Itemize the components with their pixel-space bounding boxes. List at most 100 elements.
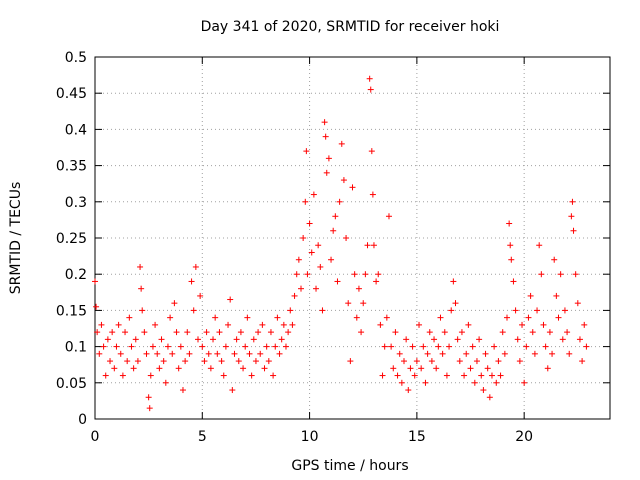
data-point <box>366 75 373 82</box>
data-point <box>240 365 247 372</box>
data-point <box>138 285 145 292</box>
data-point <box>510 278 517 285</box>
data-point <box>104 336 111 343</box>
data-point <box>252 358 259 365</box>
data-point <box>456 358 463 365</box>
data-point <box>435 343 442 350</box>
data-point <box>207 365 214 372</box>
data-point <box>92 278 98 285</box>
data-point <box>413 358 420 365</box>
data-point <box>452 300 459 307</box>
data-point <box>377 321 384 328</box>
data-point <box>322 133 329 140</box>
data-point <box>319 307 326 314</box>
data-point <box>491 343 498 350</box>
data-point <box>261 365 268 372</box>
data-point <box>381 343 388 350</box>
x-tick-label: 15 <box>408 429 426 445</box>
data-point <box>244 314 251 321</box>
data-point <box>488 372 495 379</box>
data-point <box>167 314 174 321</box>
data-point <box>147 372 154 379</box>
data-point <box>220 372 227 379</box>
data-point <box>540 321 547 328</box>
data-point <box>531 350 538 357</box>
data-point <box>190 307 197 314</box>
data-point <box>214 350 221 357</box>
data-point <box>285 329 292 336</box>
data-point <box>192 263 199 270</box>
data-point <box>248 372 255 379</box>
data-point <box>379 372 386 379</box>
data-point <box>388 343 395 350</box>
data-point <box>422 379 429 386</box>
data-point <box>368 148 375 155</box>
data-point <box>536 242 543 249</box>
data-point <box>428 358 435 365</box>
data-point <box>544 365 551 372</box>
data-point <box>473 358 480 365</box>
data-point <box>576 336 583 343</box>
data-point <box>179 387 186 394</box>
data-point <box>141 329 148 336</box>
data-point <box>367 86 374 93</box>
data-point <box>231 350 238 357</box>
data-point <box>407 365 414 372</box>
data-point <box>355 285 362 292</box>
data-point <box>516 358 523 365</box>
data-point <box>521 379 528 386</box>
data-point <box>437 314 444 321</box>
data-point <box>255 329 262 336</box>
data-point <box>152 321 159 328</box>
data-point <box>375 271 382 278</box>
data-point <box>330 227 337 234</box>
data-point <box>579 358 586 365</box>
y-axis-label: SRMTID / TECUs <box>8 182 24 295</box>
data-point <box>156 365 163 372</box>
data-point <box>295 256 302 263</box>
data-point <box>403 336 410 343</box>
data-point <box>549 350 556 357</box>
data-point <box>184 329 191 336</box>
data-point <box>534 307 541 314</box>
data-point <box>315 242 322 249</box>
data-point <box>569 198 576 205</box>
data-point <box>364 242 371 249</box>
data-point <box>353 314 360 321</box>
data-point <box>383 314 390 321</box>
data-point <box>514 336 521 343</box>
data-point <box>443 372 450 379</box>
data-point <box>574 300 581 307</box>
data-point <box>439 350 446 357</box>
data-point <box>233 336 240 343</box>
data-point <box>370 242 377 249</box>
data-point <box>259 321 266 328</box>
data-point <box>373 278 380 285</box>
data-point <box>246 350 253 357</box>
data-point <box>199 343 206 350</box>
data-point <box>461 372 468 379</box>
data-point <box>173 329 180 336</box>
data-point <box>225 321 232 328</box>
data-point <box>338 140 345 147</box>
data-point <box>300 235 307 241</box>
data-point <box>581 321 588 328</box>
data-point <box>229 387 236 394</box>
y-tick-label: 0.1 <box>65 340 87 356</box>
data-point <box>182 358 189 365</box>
y-tick-label: 0.2 <box>65 267 87 283</box>
data-point <box>450 278 457 285</box>
data-point <box>146 405 153 412</box>
data-point <box>96 350 103 357</box>
data-point <box>420 343 427 350</box>
data-point <box>332 213 339 220</box>
data-point <box>122 329 129 336</box>
data-point <box>538 271 545 278</box>
data-point <box>401 358 407 365</box>
data-point <box>310 191 317 198</box>
data-point <box>102 372 109 379</box>
data-point <box>270 372 277 379</box>
x-tick-label: 0 <box>91 429 100 445</box>
data-point <box>454 336 461 343</box>
